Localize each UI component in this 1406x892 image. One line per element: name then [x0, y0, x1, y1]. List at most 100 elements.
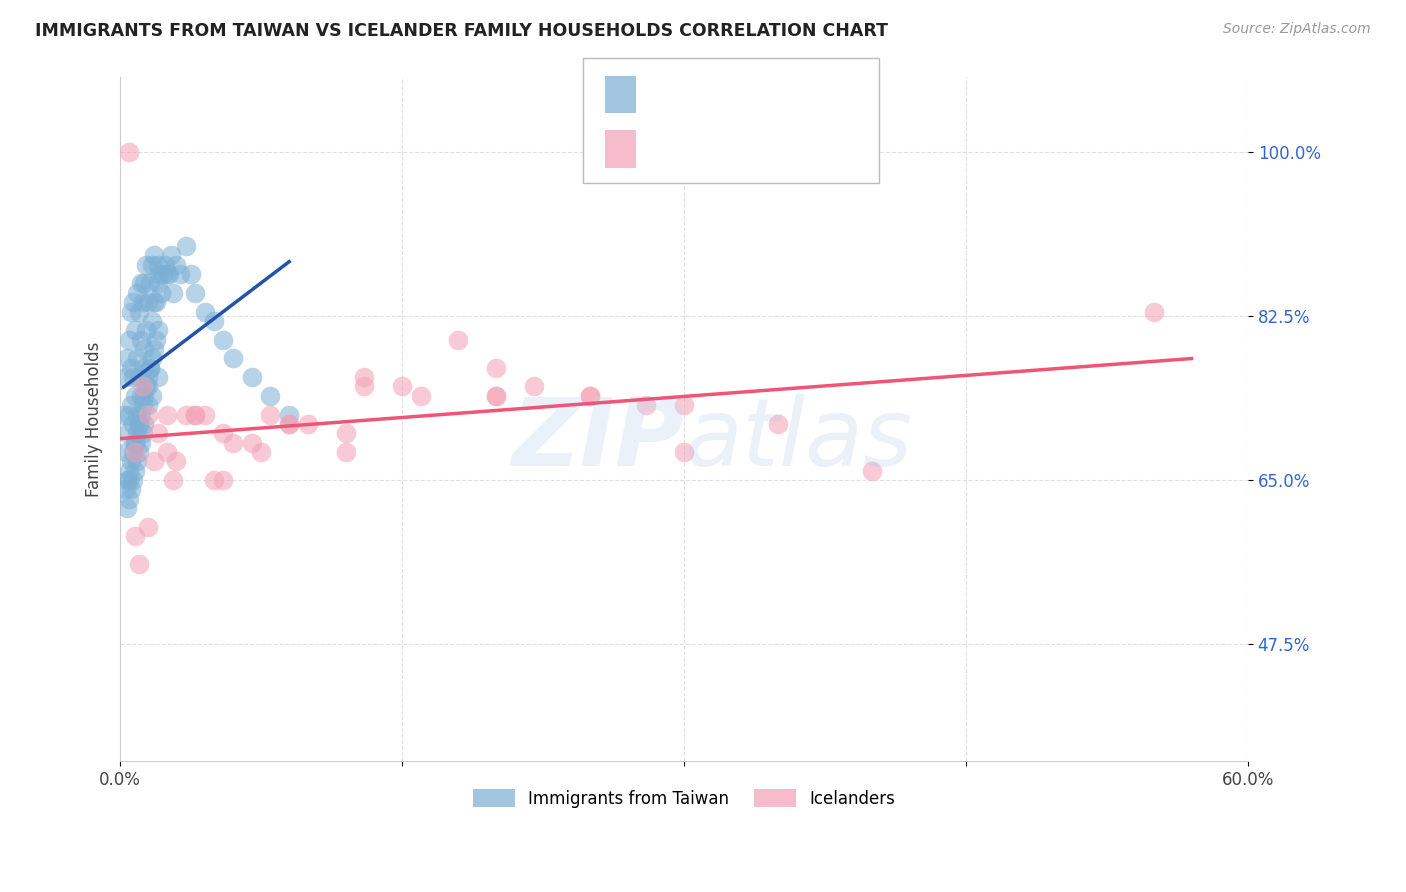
Point: [202, 473, 225, 487]
Point: [447, 333, 470, 347]
Point: [579, 389, 602, 403]
Point: [124, 389, 146, 403]
Point: [135, 258, 157, 272]
Point: [162, 285, 184, 300]
Point: [117, 473, 139, 487]
Point: [157, 267, 180, 281]
Text: N =: N =: [735, 138, 783, 156]
Point: [114, 445, 136, 459]
Point: [131, 398, 153, 412]
Point: [672, 398, 695, 412]
Text: 0.272: 0.272: [683, 138, 737, 156]
Point: [134, 417, 156, 431]
Point: [139, 277, 162, 291]
Point: [180, 267, 202, 281]
Point: [184, 408, 207, 422]
Point: [125, 408, 148, 422]
Point: [142, 454, 165, 468]
Point: [128, 417, 150, 431]
Point: [297, 417, 319, 431]
Point: [485, 389, 508, 403]
Point: [129, 277, 152, 291]
Point: [129, 408, 152, 422]
Point: [141, 351, 163, 366]
Point: [134, 389, 156, 403]
Point: [118, 333, 141, 347]
Point: [120, 360, 142, 375]
Point: [146, 370, 169, 384]
Point: [129, 333, 152, 347]
Point: [165, 258, 187, 272]
Point: [135, 323, 157, 337]
Point: [146, 323, 169, 337]
Point: [184, 285, 207, 300]
Point: [141, 258, 163, 272]
Text: R =: R =: [644, 138, 681, 156]
Point: [141, 389, 163, 403]
Point: [353, 370, 375, 384]
Point: [766, 417, 789, 431]
Text: R =: R =: [644, 84, 681, 102]
Point: [131, 295, 153, 310]
Point: [114, 370, 136, 384]
Point: [122, 445, 145, 459]
Point: [118, 408, 141, 422]
Legend: Immigrants from Taiwan, Icelanders: Immigrants from Taiwan, Icelanders: [467, 783, 901, 814]
Point: [117, 501, 139, 516]
Point: [146, 426, 169, 441]
Text: ZIP: ZIP: [512, 393, 683, 486]
Point: [278, 408, 301, 422]
Point: [117, 426, 139, 441]
Point: [128, 370, 150, 384]
Text: 94: 94: [785, 84, 808, 102]
Text: Source: ZipAtlas.com: Source: ZipAtlas.com: [1223, 22, 1371, 37]
Point: [202, 314, 225, 328]
Point: [120, 454, 142, 468]
Point: [152, 267, 174, 281]
Point: [136, 520, 159, 534]
Point: [134, 277, 156, 291]
Point: [120, 304, 142, 318]
Point: [146, 277, 169, 291]
Point: [136, 379, 159, 393]
Point: [131, 379, 153, 393]
Point: [136, 398, 159, 412]
Point: [135, 379, 157, 393]
Point: [124, 323, 146, 337]
Point: [148, 267, 170, 281]
Point: [485, 389, 508, 403]
Point: [153, 258, 176, 272]
Point: [409, 389, 432, 403]
Point: [142, 342, 165, 356]
Point: [165, 454, 187, 468]
Point: [174, 239, 197, 253]
Point: [156, 445, 179, 459]
Point: [125, 426, 148, 441]
Point: [118, 464, 141, 478]
Point: [156, 267, 179, 281]
Point: [672, 445, 695, 459]
Point: [259, 389, 281, 403]
Point: [335, 445, 357, 459]
Text: 46: 46: [785, 138, 807, 156]
Point: [174, 408, 197, 422]
Point: [146, 258, 169, 272]
Point: [145, 295, 167, 310]
Point: [122, 370, 145, 384]
Point: [122, 473, 145, 487]
Point: [120, 483, 142, 497]
Point: [156, 408, 179, 422]
Point: [860, 464, 883, 478]
Point: [124, 435, 146, 450]
Point: [145, 333, 167, 347]
Point: [222, 435, 245, 450]
Point: [124, 529, 146, 543]
Point: [212, 333, 235, 347]
Point: [1143, 304, 1166, 318]
Point: [240, 370, 263, 384]
Point: [636, 398, 658, 412]
Point: [184, 408, 207, 422]
Point: [139, 360, 162, 375]
Point: [117, 351, 139, 366]
Point: [141, 314, 163, 328]
